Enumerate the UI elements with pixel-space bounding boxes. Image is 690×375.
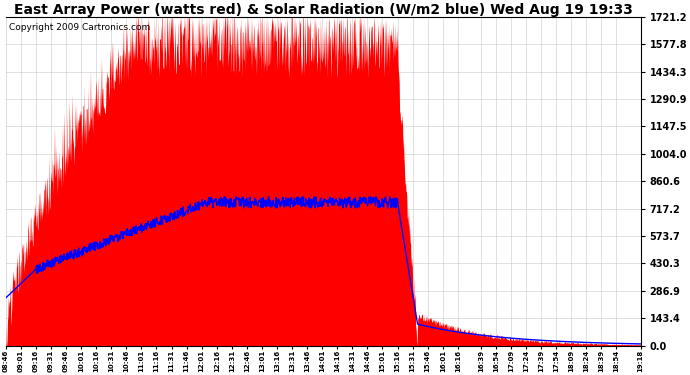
Title: East Array Power (watts red) & Solar Radiation (W/m2 blue) Wed Aug 19 19:33: East Array Power (watts red) & Solar Rad… — [14, 3, 633, 17]
Text: Copyright 2009 Cartronics.com: Copyright 2009 Cartronics.com — [9, 23, 150, 32]
